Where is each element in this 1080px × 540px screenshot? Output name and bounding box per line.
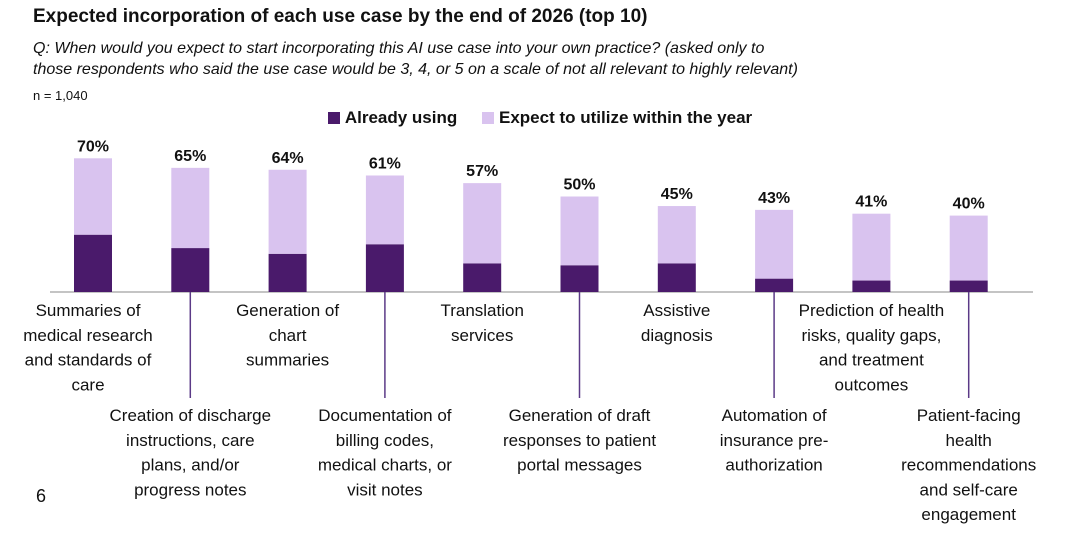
category-label-line: and treatment [819,351,924,370]
bar-already-using-6 [560,265,599,292]
category-label-line: health [946,431,992,450]
category-label-line: summaries [246,351,329,370]
bar-already-using-2 [171,248,210,292]
legend-item-already-using: Already using [327,108,458,128]
category-label-line: outcomes [835,375,909,394]
legend-item-expect-within-year: Expect to utilize within the year [481,108,753,128]
bar-expect-within-year-4 [365,175,404,245]
category-label-line: Patient-facing [917,406,1021,425]
total-label-1: 70% [77,138,109,155]
category-label-1: Summaries of medical research and standard… [23,301,152,394]
total-label-3: 64% [272,150,304,167]
category-label-5: Translation services [440,301,523,345]
category-label-2: Creation of discharge instructions, care p… [110,406,272,499]
category-label-line: Assistive [643,301,710,320]
category-label-line: responses to patient [503,431,656,450]
category-label-line: insurance pre- [720,431,829,450]
total-label-7: 45% [661,186,693,203]
legend-label-already-using: Already using [344,108,458,127]
bar-already-using-10 [949,280,988,292]
total-label-2: 65% [174,148,206,165]
category-label-line: Automation of [722,406,827,425]
category-label-line: portal messages [517,456,642,475]
category-label-line: diagnosis [641,326,713,345]
category-label-line: Generation of draft [509,406,651,425]
category-label-line: Creation of discharge [110,406,272,425]
legend: Already using Expect to utilize within t… [0,108,1080,129]
legend-swatch-expect-within-year [481,112,494,124]
bar-expect-within-year-6 [560,196,599,266]
category-label-line: instructions, care [126,431,255,450]
bar-already-using-5 [463,263,502,292]
category-label-line: Documentation of [318,406,452,425]
category-label-4: Documentation of billing codes, medical ch… [318,406,452,499]
category-label-line: services [451,326,513,345]
bar-expect-within-year-2 [171,167,210,249]
category-label-line: engagement [921,505,1016,524]
category-label-10: Patient-facing health recommendations and s… [901,406,1036,524]
bar-expect-within-year-3 [268,169,307,254]
category-label-line: and standards of [25,351,152,370]
category-label-line: medical research [23,326,152,345]
category-label-line: billing codes, [336,431,434,450]
bar-expect-within-year-8 [755,209,794,279]
legend-swatch-already-using [327,112,340,124]
chart-title: Expected incorporation of each use case … [33,6,648,27]
category-label-line: care [71,375,104,394]
category-label-line: authorization [725,456,822,475]
total-label-10: 40% [953,196,985,213]
bar-expect-within-year-5 [463,183,502,264]
total-label-4: 61% [369,155,401,172]
category-label-line: plans, and/or [141,456,240,475]
page-number: 6 [36,486,47,506]
bar-expect-within-year-1 [74,158,112,235]
bar-already-using-9 [852,280,891,292]
category-label-line: Generation of [236,301,339,320]
category-label-line: visit notes [347,480,423,499]
category-label-3: Generation of chart summaries [236,301,339,370]
total-label-6: 50% [563,177,595,194]
bar-already-using-3 [268,253,307,292]
category-label-8: Automation of insurance pre-authorization [720,406,829,475]
bar-already-using-1 [74,234,112,292]
total-label-9: 41% [855,194,887,211]
category-label-line: Translation [440,301,523,320]
legend-label-expect-within-year: Expect to utilize within the year [498,108,753,127]
category-label-line: medical charts, or [318,456,452,475]
total-label-5: 57% [466,163,498,180]
bar-already-using-7 [657,263,696,292]
category-label-7: Assistive diagnosis [641,301,713,345]
bar-expect-within-year-7 [657,206,696,264]
category-label-line: recommendations [901,456,1036,475]
total-label-8: 43% [758,190,790,207]
category-label-9: Prediction of health risks, quality gaps,… [799,301,945,394]
bar-already-using-4 [365,244,404,292]
bar-expect-within-year-10 [949,215,988,281]
category-label-line: and self-care [920,480,1018,499]
bar-already-using-8 [755,278,794,292]
bar-expect-within-year-9 [852,213,891,281]
category-label-line: Prediction of health [799,301,945,320]
category-label-line: risks, quality gaps, [801,326,941,345]
subtitle-line-2: those respondents who said the use case … [33,61,798,78]
chart-subtitle: Q: When would you expect to start incorp… [33,38,1033,80]
category-label-6: Generation of draft responses to patient p… [503,406,656,475]
category-label-line: progress notes [134,480,246,499]
category-label-line: chart [269,326,307,345]
sample-size: n = 1,040 [33,88,88,103]
category-label-line: Summaries of [36,301,141,320]
subtitle-line-1: Q: When would you expect to start incorp… [33,40,765,57]
